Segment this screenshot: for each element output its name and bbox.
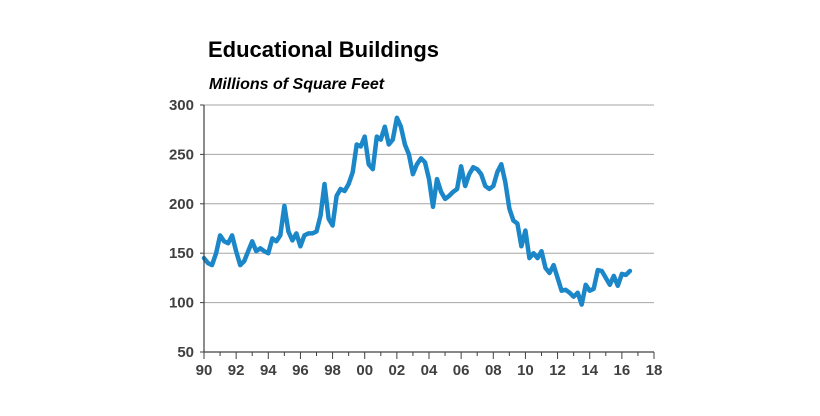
x-tick-label-16: 16 (614, 362, 631, 379)
x-tick-label-10: 10 (517, 362, 534, 379)
x-tick-label-12: 12 (549, 362, 566, 379)
x-tick-label-14: 14 (581, 362, 598, 379)
series-line-0 (201, 115, 633, 307)
y-tick-label-300: 300 (169, 97, 194, 114)
chart-subtitle: Millions of Square Feet (209, 76, 385, 93)
x-tick-label-92: 92 (228, 362, 245, 379)
y-tick-label-50: 50 (177, 344, 194, 361)
x-tick-label-06: 06 (453, 362, 470, 379)
chart-title: Educational Buildings (208, 37, 439, 62)
x-tick-label-18: 18 (646, 362, 663, 379)
x-tick-label-90: 90 (196, 362, 213, 379)
y-tick-label-250: 250 (169, 146, 194, 163)
y-tick-label-200: 200 (169, 196, 194, 213)
x-tick-label-96: 96 (292, 362, 309, 379)
tick-labels: 50 100 150 200 250 300 90 92 94 96 98 00 02 04 06 08 10 1… (169, 97, 662, 379)
x-tick-label-08: 08 (485, 362, 502, 379)
series-layer (201, 115, 633, 307)
gridlines (204, 104, 654, 304)
x-tick-label-02: 02 (389, 362, 406, 379)
y-tick-label-100: 100 (169, 295, 194, 312)
x-tick-label-98: 98 (324, 362, 341, 379)
x-tick-label-94: 94 (260, 362, 277, 379)
axes (200, 104, 655, 359)
x-tick-label-04: 04 (421, 362, 438, 379)
y-tick-label-150: 150 (169, 245, 194, 262)
x-tick-label-00: 00 (356, 362, 373, 379)
